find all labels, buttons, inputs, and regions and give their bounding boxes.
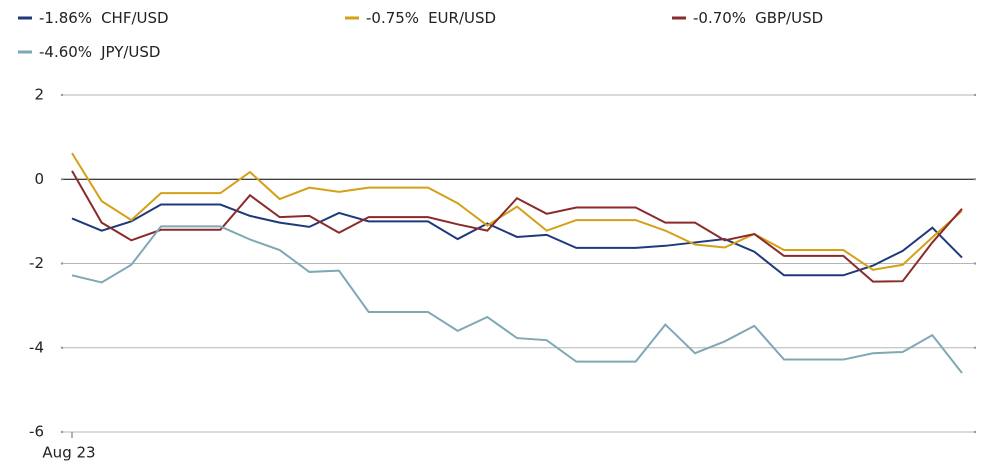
legend-label: -0.75% EUR/USD <box>366 9 496 27</box>
grid-end <box>973 346 977 349</box>
x-tick-label: Aug 23 <box>42 444 95 462</box>
series-line <box>71 152 963 271</box>
series-line <box>71 203 963 277</box>
grid-end <box>60 178 64 181</box>
y-tick-label: -2 <box>29 254 44 272</box>
grid-end <box>60 346 64 349</box>
legend-change: -4.60% <box>39 43 92 61</box>
y-tick-label: -4 <box>29 338 44 356</box>
grid-end <box>60 93 64 97</box>
legend-change: -0.75% <box>366 9 419 27</box>
legend-label: -0.70% GBP/USD <box>693 9 823 27</box>
grid-end <box>60 430 64 434</box>
y-tick-label: 2 <box>34 86 44 104</box>
series-line <box>71 225 963 374</box>
y-tick-label: -6 <box>29 423 44 441</box>
legend-label: -4.60% JPY/USD <box>39 43 161 61</box>
legend-change: -1.86% <box>39 9 92 27</box>
grid-end <box>973 262 977 265</box>
legend-change: -0.70% <box>693 9 746 27</box>
legend-label: -1.86% CHF/USD <box>39 9 169 27</box>
legend-name: CHF/USD <box>101 9 169 27</box>
grid-end <box>973 93 977 97</box>
grid-end <box>60 262 64 265</box>
legend-name: JPY/USD <box>100 43 160 61</box>
legend-name: GBP/USD <box>755 9 823 27</box>
grid-end <box>973 430 977 434</box>
legend-name: EUR/USD <box>428 9 496 27</box>
y-tick-label: 0 <box>34 170 44 188</box>
series-line <box>71 170 963 283</box>
grid-end <box>973 178 977 181</box>
